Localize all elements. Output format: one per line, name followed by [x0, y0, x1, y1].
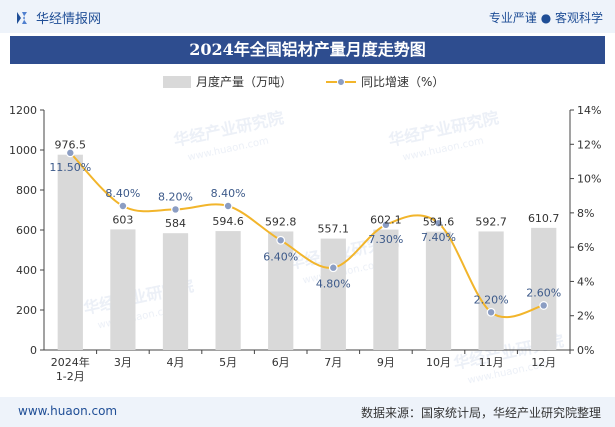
- y-right-tick-label: 0%: [577, 344, 594, 357]
- bar-3: [215, 231, 241, 350]
- bar-5: [320, 238, 346, 350]
- x-tick-label: 2024年 1-2月: [51, 355, 90, 383]
- bar-0: [57, 154, 83, 350]
- x-tick-label: 6月: [272, 356, 290, 369]
- line-value-label: 6.40%: [263, 250, 298, 263]
- bar-value-label: 603: [112, 213, 133, 226]
- line-value-label: 11.50%: [49, 161, 91, 174]
- y-left-tick-label: 0: [30, 344, 37, 357]
- line-value-label: 8.40%: [105, 187, 140, 200]
- y-left-tick-label: 400: [16, 264, 37, 277]
- y-left-tick-label: 200: [16, 304, 37, 317]
- slogan: 专业严谨 ● 客观科学: [488, 11, 603, 25]
- x-tick-label: 9月: [377, 356, 395, 369]
- line-point-4: [276, 235, 286, 245]
- y-right-tick-label: 2%: [577, 310, 594, 323]
- bar-value-label: 610.7: [528, 212, 560, 225]
- bar-1: [110, 229, 136, 350]
- line-point-1: [118, 201, 128, 211]
- line-value-label: 7.40%: [421, 231, 456, 244]
- bar-6: [373, 229, 399, 350]
- line-point-5: [328, 263, 338, 273]
- line-point-3: [223, 201, 233, 211]
- bar-2: [162, 233, 189, 350]
- line-value-label: 4.80%: [316, 278, 351, 291]
- legend-line-label: 同比增速（%）: [361, 75, 444, 89]
- bar-value-label: 591.6: [423, 216, 455, 229]
- bar-value-label: 557.1: [318, 223, 350, 236]
- bar-value-label: 976.5: [55, 139, 87, 152]
- bar-7: [425, 231, 452, 350]
- line-value-label: 2.60%: [526, 286, 561, 299]
- huajing-logo-icon: [17, 11, 27, 24]
- y-right-tick-label: 12%: [577, 138, 601, 151]
- y-right-tick-label: 6%: [577, 241, 594, 254]
- legend-line-marker: [337, 78, 345, 86]
- y-left-tick-label: 1200: [9, 104, 37, 117]
- y-right-tick-label: 14%: [577, 104, 601, 117]
- line-point-0: [65, 148, 75, 158]
- y-left-tick-label: 800: [16, 184, 37, 197]
- y-right-tick-label: 4%: [577, 275, 594, 288]
- footer-source: 数据来源：国家统计局，华经产业研究院整理: [360, 406, 601, 420]
- y-left-tick-label: 600: [16, 224, 37, 237]
- x-tick-label: 11月: [479, 356, 504, 369]
- brand: 华经情报网: [14, 8, 101, 27]
- x-tick-label: 4月: [167, 356, 185, 369]
- bar-value-label: 592.8: [265, 215, 297, 228]
- bar-9: [531, 227, 557, 350]
- x-tick-label: 10月: [426, 356, 451, 369]
- growth-line: [69, 152, 544, 319]
- y-left-tick-label: 1000: [9, 144, 37, 157]
- footer-website[interactable]: www.huaon.com: [18, 404, 118, 418]
- line-value-label: 8.20%: [158, 190, 193, 203]
- x-tick-label: 7月: [324, 356, 342, 369]
- line-point-9: [539, 301, 549, 310]
- line-value-label: 8.40%: [211, 187, 246, 200]
- bar-value-label: 584: [165, 217, 186, 230]
- y-right-tick-label: 10%: [577, 173, 601, 186]
- line-point-2: [171, 205, 180, 214]
- bar-value-label: 602.1: [370, 214, 402, 227]
- bar-4: [268, 231, 294, 350]
- brand-name: 华经情报网: [36, 12, 102, 27]
- x-tick-label: 5月: [219, 356, 237, 369]
- legend-bar-swatch: [163, 76, 191, 88]
- bar-value-label: 592.7: [475, 215, 507, 228]
- x-tick-label: 3月: [114, 356, 132, 369]
- line-point-6: [381, 220, 391, 230]
- line-value-label: 7.30%: [368, 233, 403, 246]
- line-value-label: 2.20%: [474, 293, 509, 306]
- bar-value-label: 594.6: [212, 215, 244, 228]
- bar-8: [478, 231, 504, 350]
- x-tick-label: 12月: [531, 356, 556, 369]
- line-point-8: [486, 307, 496, 317]
- top-banner: 华经情报网 专业严谨 ● 客观科学: [0, 0, 615, 33]
- legend-bar-label: 月度产量（万吨）: [196, 74, 292, 89]
- line-point-7: [434, 218, 443, 228]
- y-right-tick-label: 8%: [577, 207, 594, 220]
- chart-title: 2024年全国铝材产量月度走势图: [10, 36, 605, 64]
- footer: www.huaon.com 数据来源：国家统计局，华经产业研究院整理: [0, 397, 615, 427]
